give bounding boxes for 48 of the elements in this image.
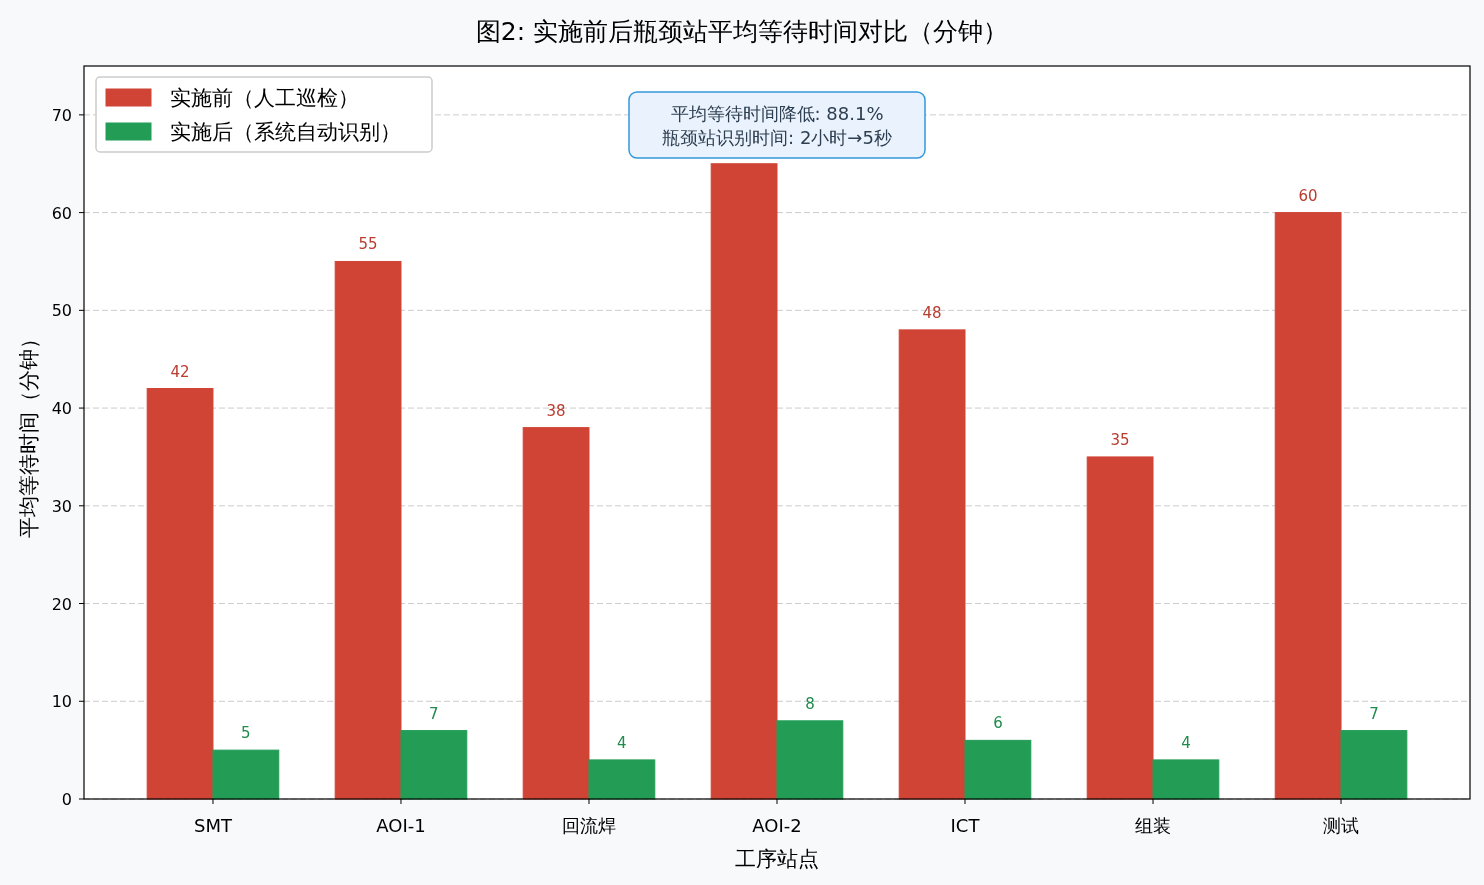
y-axis-title: 平均等待时间（分钟） bbox=[17, 327, 41, 538]
bar bbox=[1340, 730, 1408, 800]
data-label: 5 bbox=[241, 724, 251, 743]
bar bbox=[334, 260, 402, 800]
annotation: 平均等待时间降低: 88.1% 瓶颈站识别时间: 2小时→5秒 bbox=[662, 103, 892, 148]
x-tick-label: ICT bbox=[950, 815, 981, 836]
y-tick-label: 0 bbox=[61, 790, 72, 809]
bar bbox=[588, 759, 656, 800]
x-tick-label: 测试 bbox=[1323, 815, 1360, 836]
x-tick-label: 回流焊 bbox=[561, 815, 616, 836]
x-tick-label: AOI-2 bbox=[752, 815, 802, 836]
data-label: 8 bbox=[805, 694, 815, 713]
bar bbox=[1086, 456, 1154, 800]
bar bbox=[898, 329, 966, 800]
bar bbox=[710, 163, 778, 800]
data-label: 4 bbox=[617, 733, 627, 752]
x-tick-label: SMT bbox=[194, 815, 233, 836]
y-tick-label: 20 bbox=[51, 594, 72, 614]
x-axis-title: 工序站点 bbox=[735, 847, 819, 871]
x-tick-label: AOI-1 bbox=[376, 815, 426, 836]
data-label: 7 bbox=[1369, 704, 1379, 723]
x-tick-label: 组装 bbox=[1135, 815, 1172, 836]
data-label: 60 bbox=[1298, 186, 1318, 205]
y-tick-label: 10 bbox=[51, 692, 72, 712]
bar bbox=[522, 427, 590, 800]
bar bbox=[1152, 759, 1220, 800]
bar bbox=[1274, 212, 1342, 800]
data-label: 48 bbox=[922, 303, 942, 322]
bar bbox=[964, 739, 1032, 800]
bar bbox=[400, 730, 468, 800]
data-label: 6 bbox=[993, 714, 1003, 733]
bar bbox=[776, 720, 844, 800]
legend-label: 实施前（人工巡检） bbox=[170, 86, 359, 110]
y-tick-label: 30 bbox=[51, 496, 72, 516]
chart-title: 图2: 实施前后瓶颈站平均等待时间对比（分钟） bbox=[475, 17, 1009, 46]
y-tick-label: 50 bbox=[51, 301, 72, 321]
bar bbox=[212, 749, 280, 800]
y-tick-label: 40 bbox=[51, 399, 72, 419]
y-tick-label: 60 bbox=[51, 203, 72, 223]
data-label: 4 bbox=[1181, 733, 1191, 752]
legend-label: 实施后（系统自动识别） bbox=[170, 120, 401, 144]
data-label: 35 bbox=[1110, 430, 1130, 449]
data-label: 7 bbox=[429, 704, 439, 723]
data-label: 38 bbox=[546, 401, 566, 420]
data-label: 55 bbox=[358, 235, 378, 254]
data-label: 42 bbox=[170, 362, 190, 381]
y-tick-label: 70 bbox=[51, 105, 72, 125]
bar bbox=[146, 388, 214, 800]
